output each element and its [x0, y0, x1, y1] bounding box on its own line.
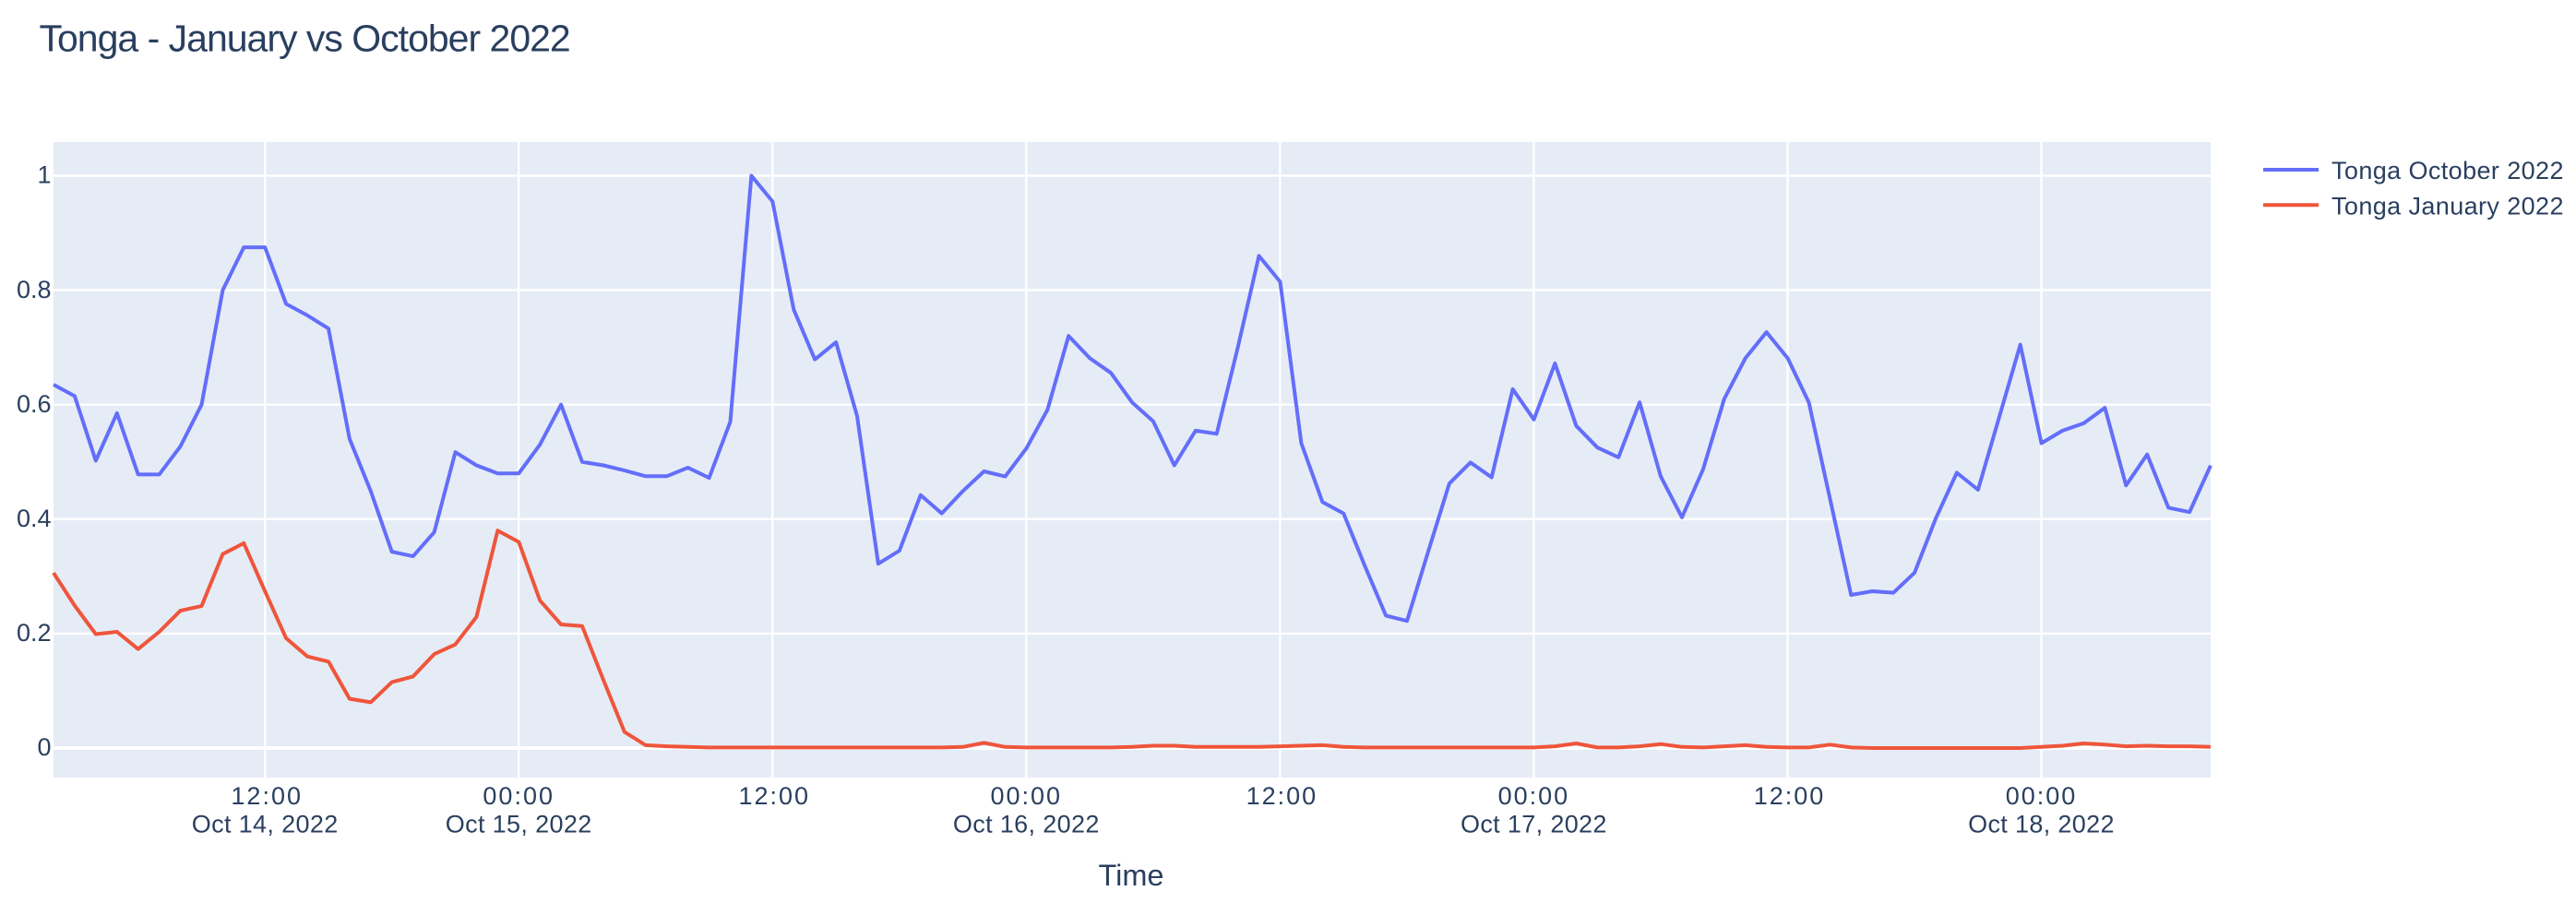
svg-text:Time: Time	[1098, 859, 1163, 892]
svg-text:0.4: 0.4	[17, 505, 52, 532]
svg-text:Oct 15, 2022: Oct 15, 2022	[446, 811, 592, 838]
svg-text:12:00: 12:00	[231, 782, 303, 810]
svg-text:Tonga October 2022: Tonga October 2022	[2332, 157, 2564, 184]
svg-text:12:00: 12:00	[739, 782, 811, 810]
svg-text:00:00: 00:00	[991, 782, 1063, 810]
svg-text:0.6: 0.6	[17, 390, 52, 418]
svg-text:00:00: 00:00	[1498, 782, 1570, 810]
svg-text:Oct 14, 2022: Oct 14, 2022	[192, 811, 339, 838]
svg-text:00:00: 00:00	[2006, 782, 2078, 810]
svg-text:12:00: 12:00	[1754, 782, 1826, 810]
svg-text:Oct 16, 2022: Oct 16, 2022	[953, 811, 1100, 838]
svg-text:0.2: 0.2	[17, 619, 52, 647]
svg-text:1: 1	[37, 161, 51, 189]
svg-text:0: 0	[37, 733, 51, 761]
svg-text:00:00: 00:00	[483, 782, 555, 810]
svg-text:0.8: 0.8	[17, 276, 52, 303]
svg-text:Oct 18, 2022: Oct 18, 2022	[1968, 811, 2115, 838]
svg-text:12:00: 12:00	[1246, 782, 1318, 810]
svg-text:Tonga January 2022: Tonga January 2022	[2332, 192, 2564, 220]
svg-text:Tonga - January vs October 202: Tonga - January vs October 2022	[40, 18, 570, 60]
svg-text:Oct 17, 2022: Oct 17, 2022	[1461, 811, 1607, 838]
